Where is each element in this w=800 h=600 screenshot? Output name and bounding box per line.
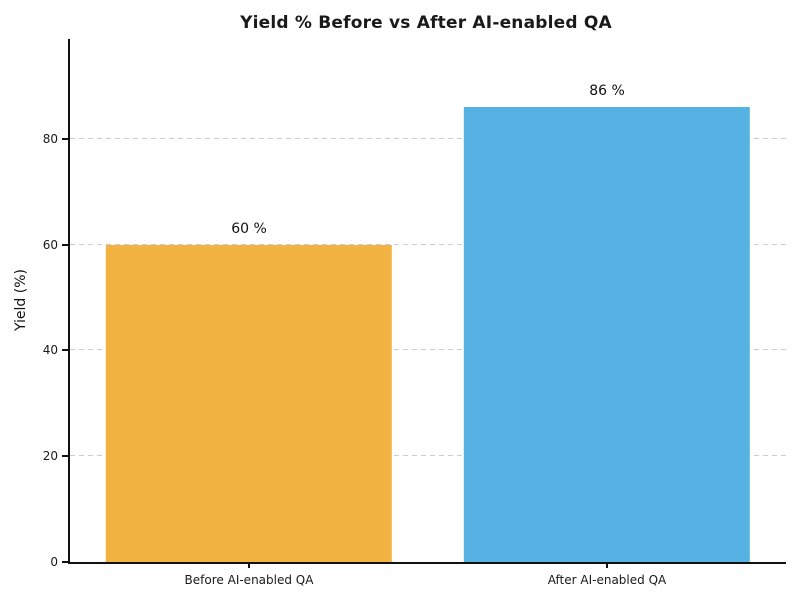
y-tick-label: 60 <box>42 237 58 252</box>
bar <box>105 244 393 562</box>
y-axis-label: Yield (%) <box>13 268 29 332</box>
gridline <box>70 349 786 351</box>
bar <box>463 107 751 562</box>
y-tick-label: 40 <box>42 343 58 358</box>
x-tick-mark <box>248 562 250 568</box>
y-tick-label: 20 <box>42 449 58 464</box>
plot-area: 0 20 40 60 80 60 % Before AI-enabled QA 86 % Aft… <box>43 39 786 587</box>
y-tick-label: 0 <box>50 555 58 569</box>
x-tick-label: Before AI-enabled QA <box>184 573 314 587</box>
gridline <box>70 455 786 457</box>
y-tick-mark <box>62 137 68 140</box>
y-tick-label: 80 <box>42 131 58 146</box>
y-tick-mark <box>62 561 68 563</box>
x-tick-label: After AI-enabled QA <box>547 573 667 587</box>
bar-value-label: 60 % <box>231 220 267 237</box>
bar-value-label: 86 % <box>589 83 625 100</box>
gridline <box>70 243 786 245</box>
x-tick-mark <box>606 562 608 568</box>
chart-title: Yield % Before vs After AI-enabled QA <box>240 13 612 33</box>
gridline <box>70 137 786 139</box>
y-tick-mark <box>62 349 68 352</box>
y-tick-mark <box>62 243 68 246</box>
y-tick-mark <box>62 455 68 458</box>
